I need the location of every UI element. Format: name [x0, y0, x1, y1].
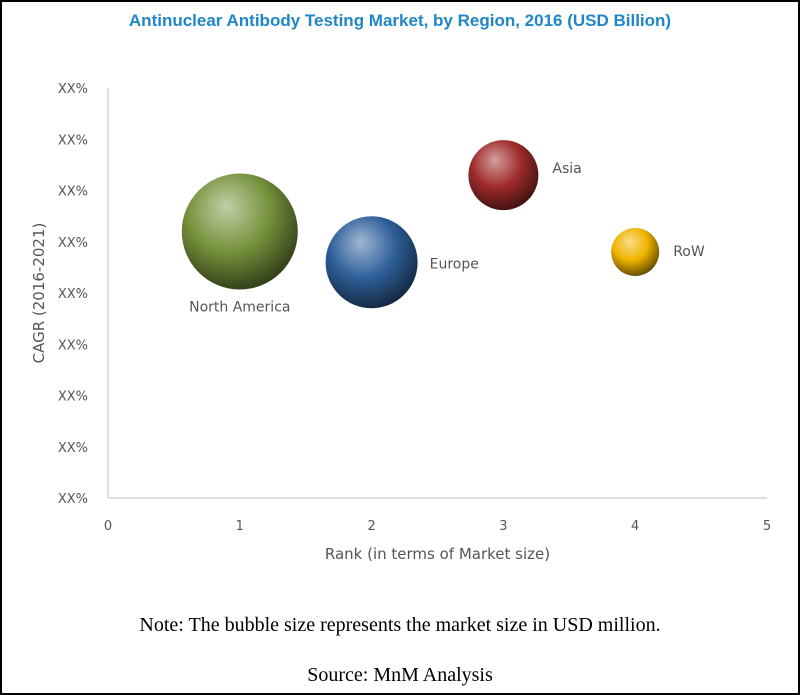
y-axis-label: CAGR (2016-2021): [30, 223, 48, 364]
y-tick-label: XX%: [58, 82, 88, 97]
x-tick-label: 0: [104, 519, 112, 534]
chart-axes: XX% XX% XX% XX% XX% XX% XX% XX% XX% 0 1 2 3 4 5 Rank (i…: [30, 82, 771, 563]
chart-note: Note: The bubble size represents the mar…: [139, 614, 661, 636]
y-tick-label: XX%: [58, 338, 88, 353]
chart-title: Antinuclear Antibody Testing Market, by …: [128, 11, 672, 30]
y-tick-label: XX%: [58, 492, 88, 507]
x-tick-label: 5: [763, 519, 771, 534]
y-tick-label: XX%: [58, 133, 88, 148]
y-tick-label: XX%: [58, 287, 88, 302]
bubble-label: Europe: [430, 256, 479, 272]
bubble-label: Asia: [552, 161, 581, 177]
x-tick-label: 3: [499, 519, 507, 534]
y-tick-label: XX%: [58, 236, 88, 251]
x-axis-label: Rank (in terms of Market size): [325, 545, 550, 563]
chart-source: Source: MnM Analysis: [307, 664, 493, 686]
x-tick-label: 1: [236, 519, 244, 534]
chart-bubbles: [181, 140, 660, 309]
bubble-row: [611, 228, 660, 276]
y-tick-label: XX%: [58, 441, 88, 456]
bubble-asia: [468, 140, 539, 211]
x-tick-label: 4: [631, 519, 639, 534]
bubble-label: North America: [189, 300, 290, 316]
x-tick-label: 2: [367, 519, 375, 534]
chart-bubble-labels: North America Europe Asia RoW: [189, 161, 705, 315]
y-tick-label: XX%: [58, 390, 88, 405]
bubble-north-america: [181, 173, 298, 290]
bubble-chart: XX% XX% XX% XX% XX% XX% XX% XX% XX% 0 1 2 3 4 5 Rank (i…: [30, 82, 771, 563]
bubble-label: RoW: [673, 244, 705, 260]
y-tick-label: XX%: [58, 185, 88, 200]
bubble-europe: [325, 216, 418, 309]
